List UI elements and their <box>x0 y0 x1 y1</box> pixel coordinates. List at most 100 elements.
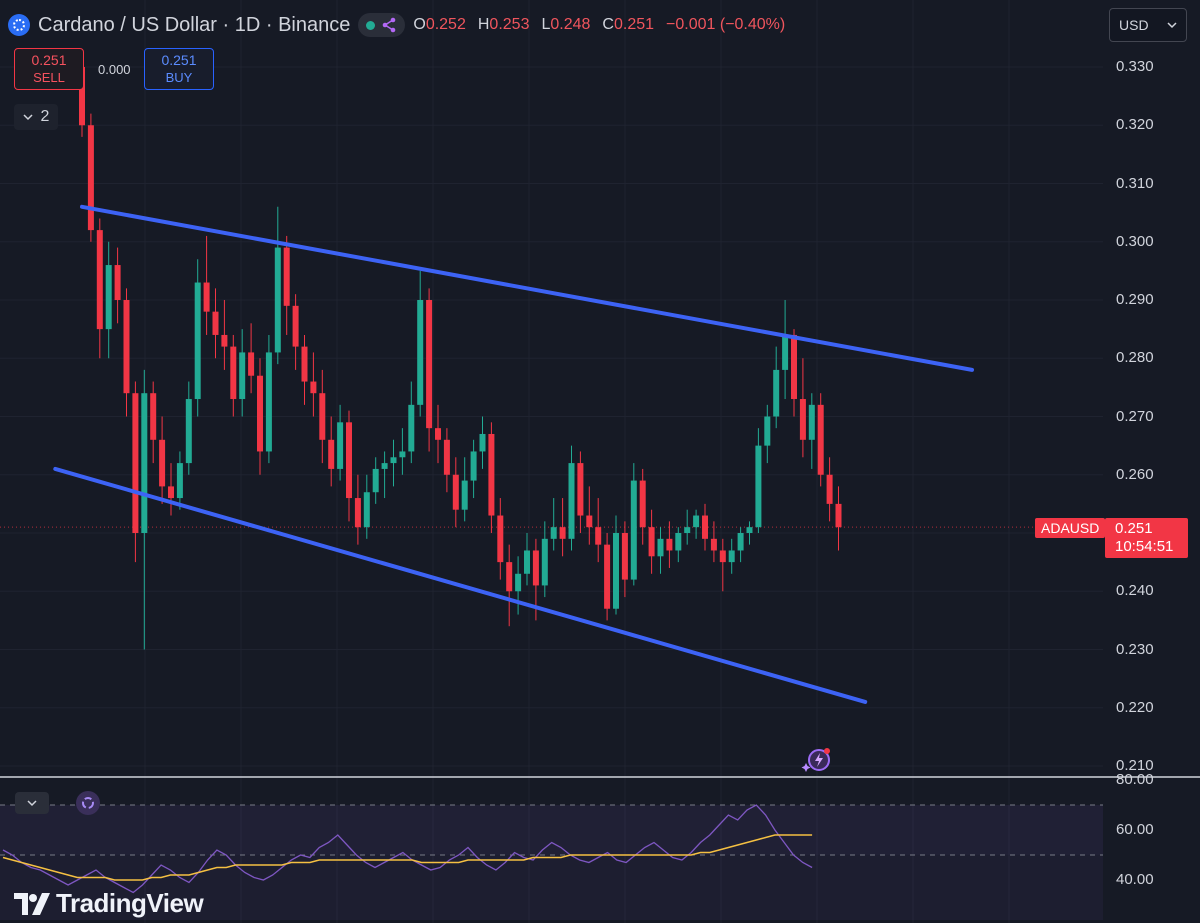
candle-body <box>79 67 85 126</box>
candle-body <box>176 463 183 499</box>
ohlc-values: O0.252 H0.253 L0.248 C0.251 −0.001 (−0.4… <box>413 16 786 33</box>
candle-body <box>532 550 539 586</box>
last-price-tag: 0.251 10:54:51 <box>1105 518 1188 558</box>
brand-name: TradingView <box>56 888 204 918</box>
candle-body <box>524 550 530 574</box>
candle-body <box>764 416 771 446</box>
chevron-down-icon <box>23 114 33 121</box>
sell-button[interactable]: 0.251 SELL <box>14 48 84 90</box>
share-icon <box>383 17 396 33</box>
candle-body <box>435 428 441 440</box>
rsi-tick-label: 40.00 <box>1116 871 1154 888</box>
low-value: 0.248 <box>550 16 591 33</box>
tradingview-logo[interactable]: TradingView <box>14 888 204 919</box>
sparkle-alert-icon[interactable] <box>800 745 832 775</box>
candle-body <box>185 399 192 464</box>
candle-body <box>693 515 700 528</box>
cardano-coin-icon <box>8 14 30 36</box>
close-value: 0.251 <box>613 16 655 33</box>
rsi-settings-icon[interactable] <box>76 791 100 815</box>
price-tick-label: 0.280 <box>1116 349 1154 367</box>
candle-body <box>292 305 299 347</box>
candle-body <box>274 247 281 353</box>
candle-body <box>443 439 450 475</box>
candle-body <box>372 468 379 493</box>
buy-label: BUY <box>165 70 193 85</box>
candle-body <box>666 538 673 551</box>
rsi-collapse-button[interactable] <box>15 792 49 814</box>
candle-body <box>497 515 504 563</box>
buy-button[interactable]: 0.251 BUY <box>144 48 214 90</box>
candle-body <box>212 311 219 335</box>
chart-header: Cardano / US Dollar · 1D · Binance O0.25… <box>8 10 785 40</box>
chevron-down-icon <box>27 800 37 807</box>
candle-body <box>87 125 94 231</box>
candle-body <box>479 433 486 452</box>
chevron-down-icon <box>1167 22 1177 29</box>
candle-body <box>710 538 717 551</box>
buy-price: 0.251 <box>161 52 197 68</box>
candle-body <box>337 422 344 469</box>
candle-body <box>808 404 815 440</box>
spread-value: 0.000 <box>98 62 131 77</box>
candle-body <box>568 463 575 539</box>
candle-body <box>248 352 255 376</box>
candle-body <box>737 533 744 551</box>
candle-body <box>301 346 308 382</box>
trendline-upper <box>80 204 974 372</box>
trendline-lower <box>53 466 868 704</box>
candle-body <box>114 265 121 300</box>
candle-body <box>123 300 130 394</box>
candle-body <box>755 445 762 528</box>
candle-body <box>515 573 522 592</box>
change-value: −0.001 (−0.40%) <box>666 16 786 33</box>
candle-body <box>257 375 263 452</box>
candle-body <box>363 492 370 528</box>
candle-body <box>648 527 655 557</box>
candle-body <box>604 544 611 609</box>
currency-select[interactable]: USD <box>1109 8 1187 42</box>
price-tick-label: 0.300 <box>1116 232 1154 250</box>
candle-body <box>835 503 842 528</box>
indicators-toggle-button[interactable]: 2 <box>14 104 58 130</box>
market-status-pill[interactable] <box>358 13 406 37</box>
candle-body <box>203 282 210 312</box>
price-tick-label: 0.260 <box>1116 465 1154 483</box>
candle-body <box>675 533 682 551</box>
currency-label: USD <box>1119 17 1149 33</box>
candle-body <box>132 393 139 533</box>
candle-body <box>728 550 735 563</box>
candle-body <box>746 527 753 533</box>
candle-body <box>817 404 824 475</box>
candle-body <box>399 451 406 458</box>
candle-body <box>221 334 228 347</box>
market-open-dot-icon <box>366 20 376 30</box>
sell-price: 0.251 <box>31 52 67 68</box>
candle-body <box>168 486 174 499</box>
candle-body <box>595 527 602 545</box>
candle-body <box>630 480 637 580</box>
rsi-lower-fill <box>0 855 1103 920</box>
candle-body <box>613 533 619 609</box>
price-tick-label: 0.220 <box>1116 698 1154 716</box>
candle-body <box>719 550 726 563</box>
candle-body <box>657 538 664 557</box>
candle-body <box>506 562 513 592</box>
candle-body <box>559 527 566 539</box>
high-value: 0.253 <box>489 16 530 33</box>
candle-body <box>799 399 806 440</box>
candle-body <box>319 393 326 440</box>
candle-body <box>381 463 388 469</box>
candle-body <box>408 404 415 452</box>
last-price: 0.251 <box>1115 520 1153 537</box>
candle-body <box>791 334 797 400</box>
candle-body <box>426 300 433 429</box>
candle-body <box>541 538 548 586</box>
price-tick-label: 0.210 <box>1116 757 1154 774</box>
candle-body <box>461 480 468 510</box>
candle-body <box>328 439 335 469</box>
candle-body <box>283 247 290 306</box>
candle-body <box>684 527 691 533</box>
symbol-title[interactable]: Cardano / US Dollar · 1D · Binance <box>38 13 351 36</box>
